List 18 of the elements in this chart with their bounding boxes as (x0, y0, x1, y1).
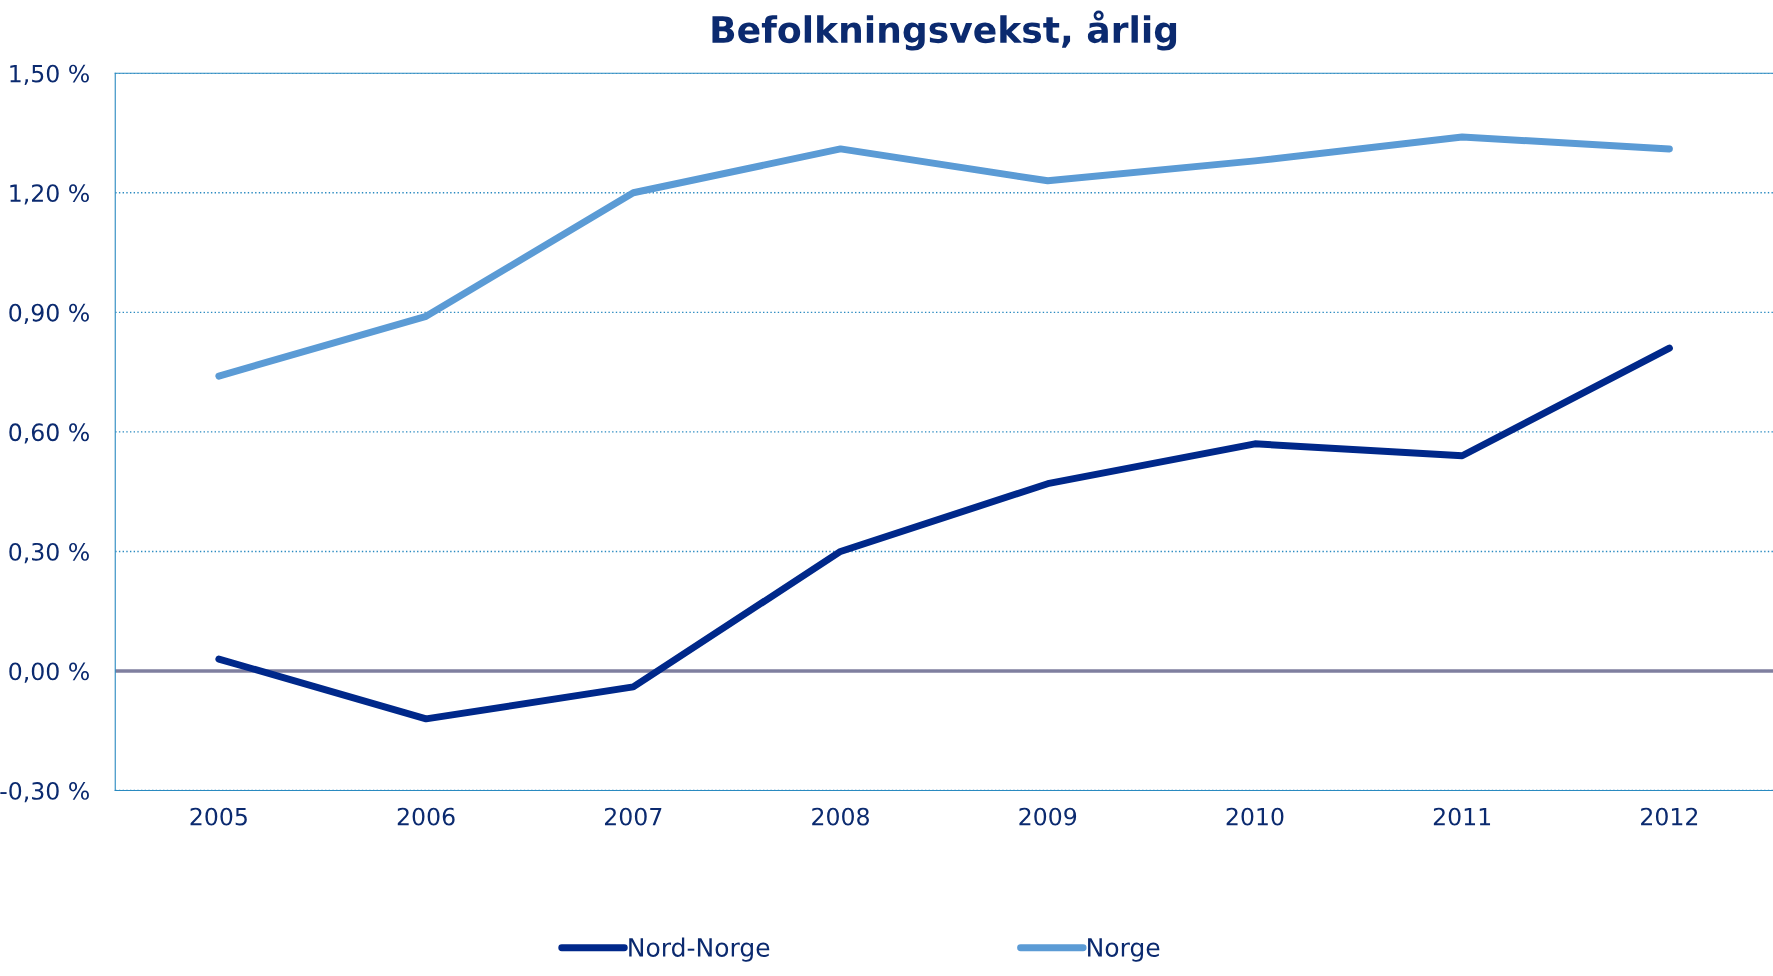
y-tick-label: 0,60 % (9, 423, 89, 444)
x-tick-label: 2008 (812, 807, 869, 826)
x-tick-label: 2006 (397, 807, 455, 826)
x-tick-label: 2009 (1019, 807, 1077, 826)
x-tick-label: 2005 (190, 807, 247, 826)
x-tick-label: 2007 (604, 807, 662, 826)
y-tick-label: -0,30 % (0, 782, 89, 803)
y-tick-label: 0,30 % (9, 542, 89, 564)
y-tick-label: 0,90 % (9, 303, 89, 325)
x-tick-label: 2011 (1433, 807, 1491, 826)
y-tick-label: 0,00 % (9, 662, 89, 683)
x-tick-label: 2012 (1641, 807, 1698, 826)
y-tick-label: 1,20 % (10, 184, 89, 205)
y-tick-label: 1,50 % (10, 64, 89, 85)
legend-label: Norge (1088, 938, 1160, 962)
x-tick-label: 2010 (1226, 807, 1284, 826)
legend-label: Nord-Norge (629, 937, 770, 962)
chart-title: Befolkningsvekst, årlig (712, 10, 1177, 51)
